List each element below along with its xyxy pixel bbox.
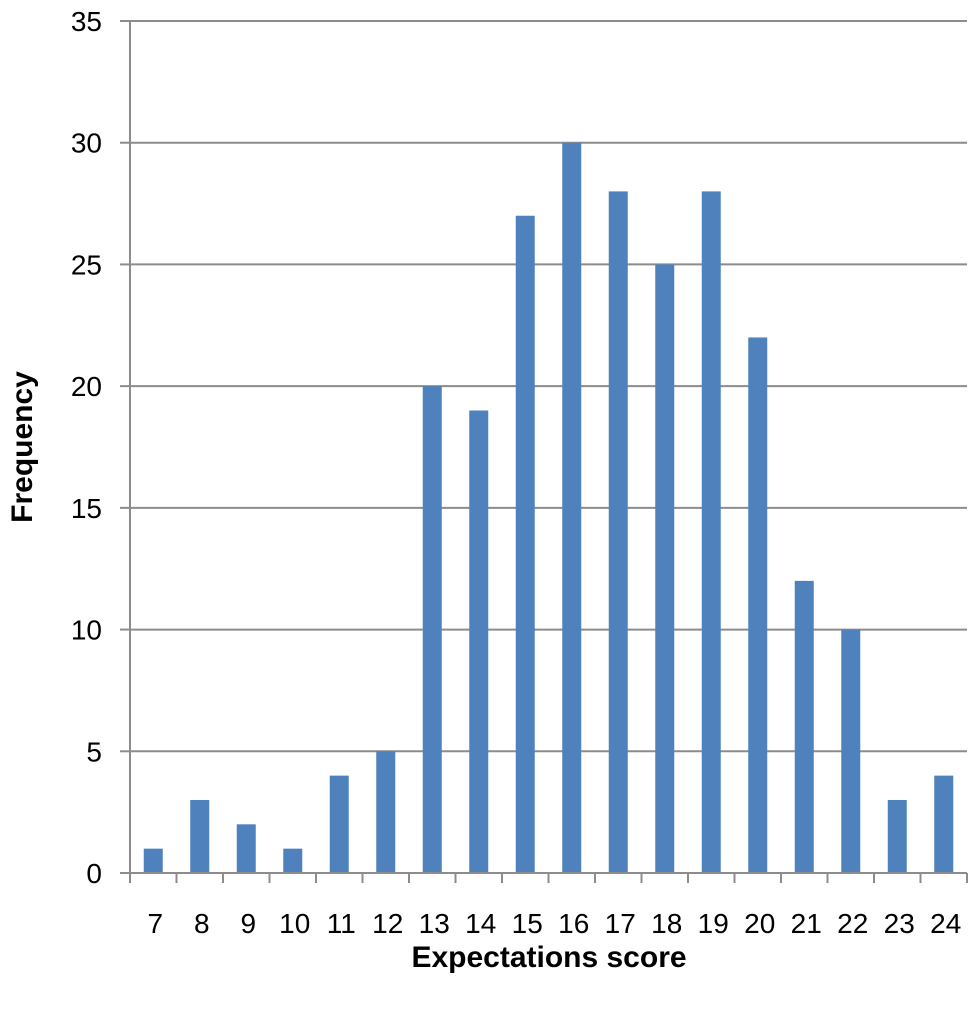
x-tick-label: 12 bbox=[372, 908, 403, 939]
y-tick-label: 20 bbox=[71, 371, 102, 402]
y-tick-label: 15 bbox=[71, 493, 102, 524]
bar-19 bbox=[701, 191, 721, 873]
bar-7 bbox=[143, 848, 163, 873]
x-tick-label: 8 bbox=[194, 908, 210, 939]
bar-24 bbox=[934, 775, 954, 873]
x-tick-label: 10 bbox=[279, 908, 310, 939]
x-tick-label: 7 bbox=[147, 908, 163, 939]
axes bbox=[120, 20, 968, 883]
bar-17 bbox=[608, 191, 628, 873]
y-tick-label: 0 bbox=[86, 858, 102, 889]
x-tick-label: 19 bbox=[698, 908, 729, 939]
y-tick-label: 5 bbox=[86, 736, 102, 767]
x-tick-label: 18 bbox=[651, 908, 682, 939]
x-tick-label: 22 bbox=[837, 908, 868, 939]
x-tick-label: 13 bbox=[419, 908, 450, 939]
x-tick-label: 23 bbox=[884, 908, 915, 939]
y-tick-label: 10 bbox=[71, 615, 102, 646]
bar-14 bbox=[469, 410, 489, 873]
x-tick-label: 9 bbox=[240, 908, 256, 939]
x-tick-label: 15 bbox=[512, 908, 543, 939]
x-tick-label: 11 bbox=[327, 908, 356, 939]
bar-10 bbox=[283, 848, 303, 873]
x-tick-label: 17 bbox=[605, 908, 636, 939]
x-tick-label: 16 bbox=[558, 908, 589, 939]
bar-20 bbox=[748, 337, 768, 873]
y-tick-label: 35 bbox=[71, 6, 102, 37]
x-tick-label: 14 bbox=[465, 908, 496, 939]
bar-13 bbox=[422, 386, 442, 873]
x-tick-label: 20 bbox=[744, 908, 775, 939]
bar-23 bbox=[887, 799, 907, 873]
tick-labels: 0 5 10 15 20 25 30 35 7 8 9 10 11 12 13 14 15 16 17 18 19 20 2… bbox=[71, 6, 961, 939]
y-tick-label: 25 bbox=[71, 249, 102, 280]
bar-8 bbox=[190, 799, 210, 873]
y-tick-label: 30 bbox=[71, 128, 102, 159]
bar-16 bbox=[562, 142, 582, 873]
y-axis-title: Frequency bbox=[6, 371, 39, 523]
bar-18 bbox=[655, 264, 675, 873]
bar-22 bbox=[841, 629, 861, 873]
x-axis-title: Expectations score bbox=[411, 941, 686, 974]
x-tick-label: 21 bbox=[791, 908, 822, 939]
bar-12 bbox=[376, 751, 396, 873]
bar-21 bbox=[794, 580, 814, 873]
x-tick-label: 24 bbox=[930, 908, 961, 939]
bar-9 bbox=[236, 824, 256, 873]
bar-11 bbox=[329, 775, 349, 873]
bar-15 bbox=[515, 215, 535, 873]
gridlines bbox=[130, 20, 967, 753]
bars bbox=[143, 142, 954, 873]
